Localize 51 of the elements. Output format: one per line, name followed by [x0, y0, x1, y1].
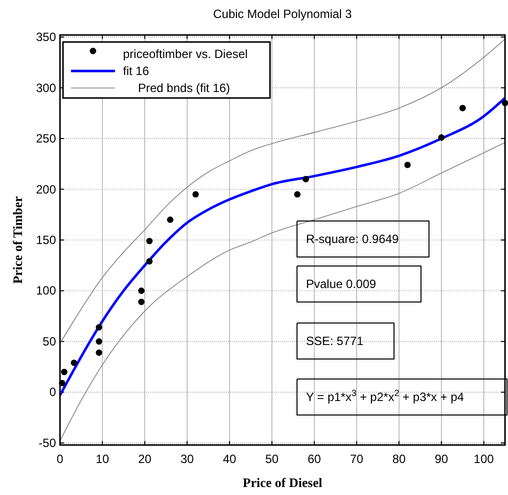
annotation: Y = p1*x$^{3}$ + p2*x$^{2}$ + p3*x + p4	[306, 388, 464, 404]
y-axis-title: Price of Timber	[10, 196, 25, 284]
point	[438, 134, 445, 141]
point	[96, 324, 102, 330]
point	[146, 258, 153, 265]
x-tick-label: 60	[308, 452, 322, 466]
y-tick-label: 350	[36, 30, 56, 44]
x-tick-label: 90	[434, 452, 448, 466]
point	[302, 176, 310, 182]
point	[294, 191, 301, 198]
line-series	[60, 38, 506, 344]
point	[138, 288, 145, 294]
chart-title: Cubic Model Polynomial 3	[213, 7, 352, 21]
y-tick-label: 100	[36, 284, 56, 298]
x-tick-label: 40	[222, 452, 237, 466]
y-tick-label: 300	[36, 80, 56, 95]
point	[70, 360, 78, 366]
legend-label: Pred bnds (fit 16)	[138, 81, 230, 95]
legend-label: priceoftimber vs. Diesel	[123, 47, 248, 61]
line-series	[60, 142, 506, 442]
point	[96, 349, 102, 356]
point	[192, 191, 199, 198]
x-tick-label: 30	[180, 452, 194, 466]
x-tick-label: 10	[96, 452, 110, 466]
point	[96, 338, 102, 345]
y-tick-label: 150	[36, 233, 56, 247]
annotation: R-square: 0.9649	[306, 232, 400, 246]
x-tick-label: 70	[350, 452, 364, 466]
annotation: SSE: 5771	[306, 334, 364, 348]
x-axis-title: Price of Diesel	[242, 475, 323, 490]
point	[61, 368, 68, 376]
y-tick-label: 0	[49, 385, 56, 400]
text-box: Pvalue 0.009	[296, 266, 422, 302]
point	[459, 104, 466, 112]
point	[166, 216, 174, 223]
text-box: SSE: 5771	[296, 322, 394, 360]
text-box: Y = p1*x$^{3}$ + p2*x$^{2}$ + p3*x + p4	[296, 378, 508, 416]
annotation: Pvalue 0.009	[306, 277, 376, 291]
x-tick-label: 50	[265, 452, 279, 466]
y-tick-label: 250	[36, 132, 56, 146]
text-box: R-square: 0.9649	[296, 220, 430, 258]
x-tick-label: 20	[138, 452, 152, 466]
x-tick-label: 100	[474, 452, 494, 466]
x-tick-label: 80	[392, 452, 406, 466]
point	[138, 298, 145, 306]
y-tick-label: 200	[36, 182, 56, 196]
y-tick-label: 50	[42, 334, 56, 348]
y-tick-label: -50	[38, 436, 56, 450]
legend-label: fit 16	[123, 64, 150, 78]
point	[146, 238, 153, 244]
point	[404, 162, 411, 168]
